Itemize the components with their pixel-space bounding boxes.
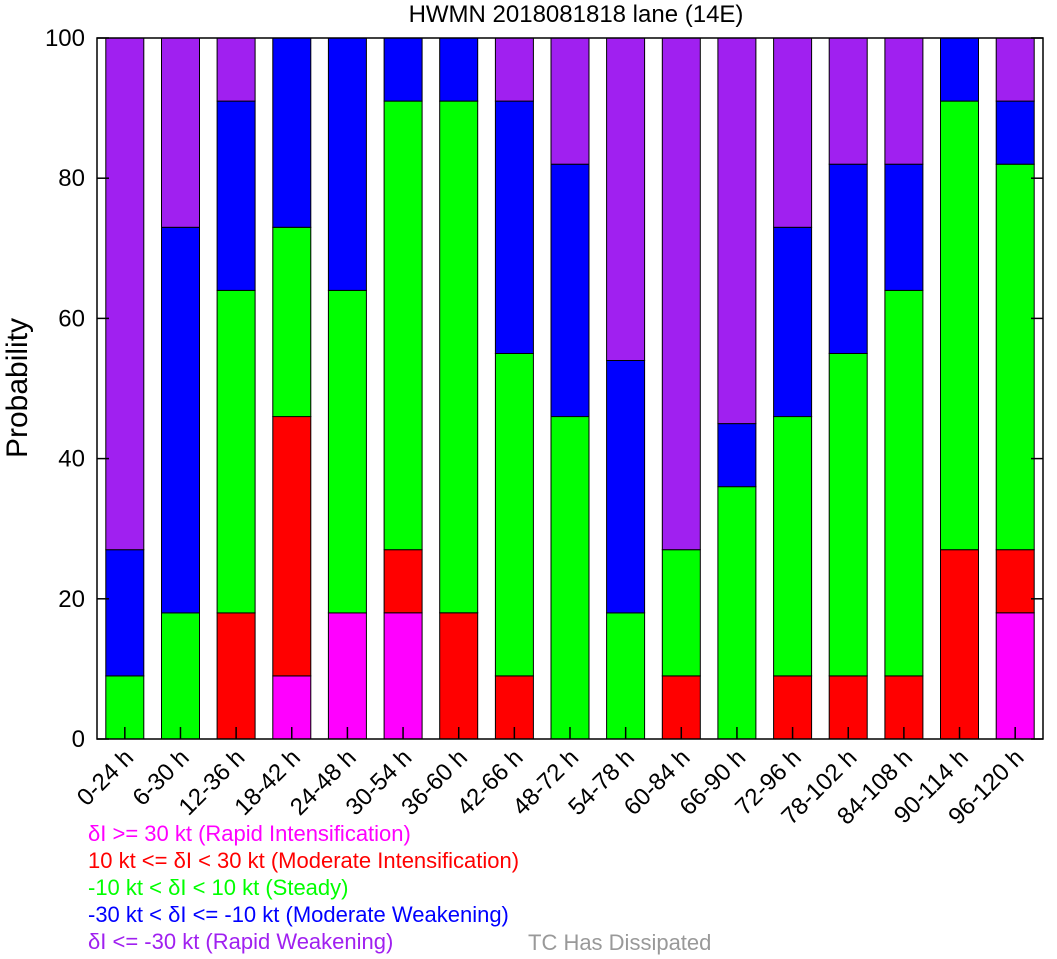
bar-segment [606,360,646,614]
bar-segment [216,612,256,740]
bar-segment [383,549,423,614]
bar-segment [439,100,479,614]
bar-segment [940,549,979,740]
bar-segment [161,612,200,740]
bar-segment [995,612,1035,740]
bar-segment [661,37,701,551]
bar-segment [940,100,979,551]
bar-segment [216,289,256,614]
bar-segment [161,226,200,614]
y-tick-label: 80 [58,165,85,192]
bar-segment [773,226,813,418]
bar-segment [828,352,868,677]
bar-segment [884,289,924,677]
bar-segment [383,37,423,102]
bar-segment [550,163,590,418]
bar-segment [383,612,423,740]
bars-layer [105,37,1035,740]
bar-segment [995,100,1035,165]
y-tick-labels: 0 20 40 60 80 100 [45,25,85,753]
y-tick-label: 40 [58,446,85,473]
bar-segment [494,37,534,102]
bar-segment [272,226,312,418]
bar-segment [773,37,813,228]
bar-segment [327,612,367,740]
y-tick-label: 100 [45,25,85,52]
bar-segment [717,37,757,425]
bar-segment [717,486,757,740]
bar-segment [216,100,256,291]
y-tick-label: 20 [58,586,85,613]
bar-segment [884,163,924,291]
y-tick-label: 60 [58,305,85,332]
bar-segment [884,37,924,165]
y-tick-label: 0 [72,726,85,753]
bar-segment [995,37,1035,102]
bar-segment [216,37,256,102]
axes-layer [96,37,1044,740]
y-axis-label: Probability [1,318,34,458]
bar-segment [494,100,534,354]
bar-segment [272,416,312,677]
bar-segment [940,37,979,102]
bar-segment [327,37,367,291]
x-tick-labels: 0-24 h6-30 h12-36 h18-42 h24-48 h30-54 h… [72,744,1030,830]
legend-entry: δI <= -30 kt (Rapid Weakening) [88,929,394,954]
bar-segment [995,163,1035,551]
bar-segment [383,100,423,551]
bar-segment [606,37,646,361]
legend-entry: -30 kt < δI <= -10 kt (Moderate Weakenin… [88,902,509,927]
legend-entry: 10 kt <= δI < 30 kt (Moderate Intensific… [88,848,520,873]
chart-title: HWMN 2018081818 lane (14E) [409,1,744,28]
bar-segment [105,37,145,551]
bar-segment [105,549,145,677]
bar-segment [773,416,813,677]
bar-segment [550,416,590,740]
bar-segment [828,163,868,354]
bar-segment [606,612,646,740]
bar-segment [161,37,200,228]
bar-segment [550,37,590,165]
legend-dissipated: TC Has Dissipated [528,930,712,955]
x-tick-label: 0-24 h [72,744,139,811]
bar-segment [995,549,1035,614]
bar-segment [327,289,367,614]
legend-entry: δI >= 30 kt (Rapid Intensification) [88,821,411,846]
bar-segment [828,37,868,165]
bar-segment [439,37,479,102]
legend-entry: -10 kt < δI < 10 kt (Steady) [88,875,349,900]
bar-segment [439,612,479,740]
bar-segment [661,549,701,677]
bar-segment [494,352,534,677]
bar-segment [717,423,757,488]
bar-segment [272,37,312,228]
